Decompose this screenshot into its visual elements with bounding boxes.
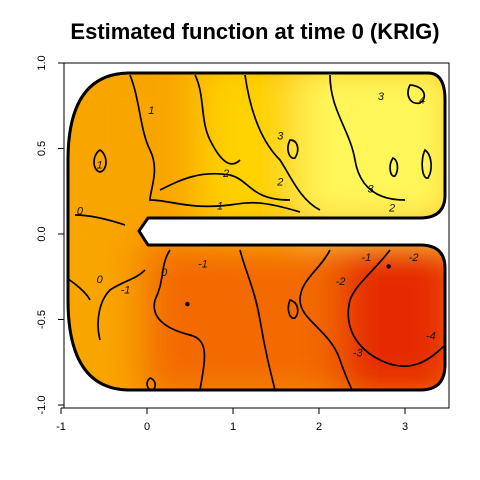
contour-line-8: [421, 148, 432, 179]
contour-line-14: [347, 249, 445, 367]
contour-label-1: 1: [148, 105, 154, 117]
contour-label-19: -4: [426, 331, 436, 343]
contour-label-13: 0: [97, 274, 104, 286]
contour-dot-1: [386, 264, 391, 269]
x-tick-label-2: 1: [230, 421, 236, 433]
y-tick-label-1: -0.5: [36, 310, 48, 329]
y-axis: -1.0 -0.5 0.0 0.5 1.0: [36, 55, 65, 415]
contour-label-6: 3: [277, 130, 284, 142]
contour-label-3: 2: [222, 168, 229, 180]
contour-label-12: -1: [198, 259, 208, 271]
contour-label-9: 3: [368, 183, 375, 195]
contour-line-12: [239, 249, 276, 390]
domain-boundary: [66, 71, 447, 392]
contour-label-14: -1: [121, 284, 131, 296]
y-tick-label-2: 0.0: [36, 226, 48, 241]
x-tick-label-0: -1: [56, 421, 66, 433]
x-axis: -1 0 1 2 3: [56, 407, 408, 433]
y-tick-label-3: 0.5: [36, 141, 48, 156]
contour-line-1: [159, 172, 291, 201]
contour-label-15: -2: [336, 276, 346, 288]
contour-dot-0: [185, 301, 190, 307]
contour-label-11: 0: [161, 267, 168, 279]
contour-line-5: [93, 148, 107, 173]
x-tick-label-4: 3: [402, 421, 408, 433]
contour-label-17: -2: [409, 252, 419, 264]
contour-label-10: 2: [388, 202, 395, 214]
contour-line-13: [299, 249, 353, 390]
contour-line-18: [146, 377, 156, 390]
y-tick-label-4: 1.0: [36, 55, 48, 70]
contour-label-2: 0: [77, 206, 84, 218]
contour-line-3: [244, 74, 321, 211]
contour-label-8: 4: [419, 95, 425, 107]
contour-line-16: [68, 269, 91, 301]
contour-line-9: [407, 84, 426, 105]
heatmap-field: [68, 73, 445, 390]
contour-line-7: [389, 156, 399, 177]
contour-line-11: [153, 249, 206, 390]
contour-line-4: [329, 74, 406, 201]
chart-title: Estimated function at time 0 (KRIG): [70, 19, 439, 44]
contour-line-2: [194, 74, 241, 165]
contour-label-5: 2: [276, 177, 283, 189]
contour-label-0: 1: [97, 160, 103, 172]
x-tick-label-3: 2: [316, 421, 322, 433]
contour-line-15: [97, 269, 146, 341]
contour-label-7: 3: [378, 91, 385, 103]
x-tick-label-1: 0: [144, 421, 150, 433]
contour-lines: [68, 74, 445, 390]
contour-label-16: -1: [361, 252, 371, 264]
contour-label-4: 1: [217, 201, 223, 213]
contour-label-18: -3: [353, 348, 364, 360]
contour-line-10: [74, 214, 126, 226]
y-tick-label-0: -1.0: [36, 396, 48, 415]
contour-line-17: [287, 298, 299, 320]
contour-line-6: [287, 139, 299, 160]
contour-line-0: [129, 74, 301, 213]
contour-labels: 1 1 0 2 1 2 3 3 4 3 2 0 -1 0 -1 -2 -1 -2 -3 -4: [77, 91, 436, 360]
